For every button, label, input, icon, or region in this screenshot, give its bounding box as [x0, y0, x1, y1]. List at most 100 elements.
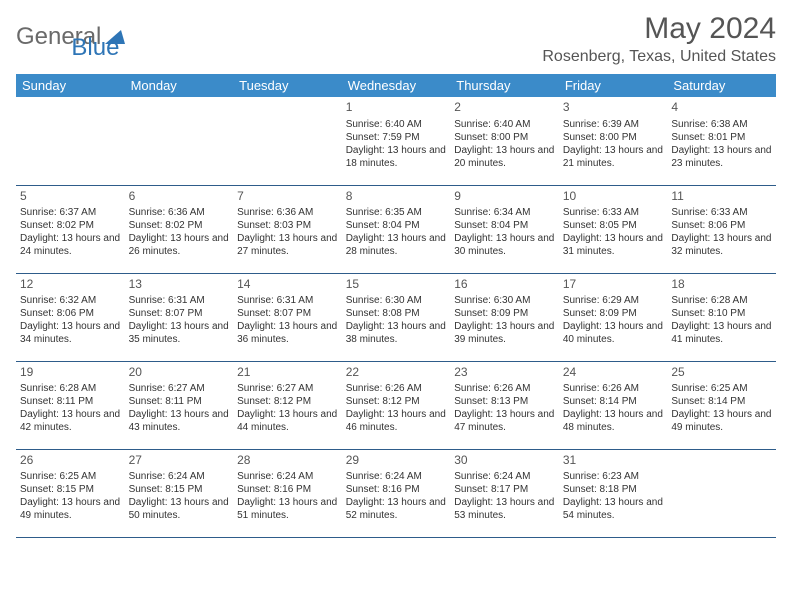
sunset-line: Sunset: 8:11 PM	[20, 395, 121, 408]
sunset-line: Sunset: 8:07 PM	[237, 307, 338, 320]
day-number: 6	[129, 189, 230, 205]
daylight-line: Daylight: 13 hours and 23 minutes.	[671, 144, 772, 170]
sunrise-line: Sunrise: 6:25 AM	[671, 382, 772, 395]
daylight-line: Daylight: 13 hours and 54 minutes.	[563, 496, 664, 522]
calendar-cell: 3Sunrise: 6:39 AMSunset: 8:00 PMDaylight…	[559, 97, 668, 185]
calendar-row: 12Sunrise: 6:32 AMSunset: 8:06 PMDayligh…	[16, 273, 776, 361]
sunset-line: Sunset: 8:09 PM	[563, 307, 664, 320]
calendar-cell: 1Sunrise: 6:40 AMSunset: 7:59 PMDaylight…	[342, 97, 451, 185]
calendar-cell: 25Sunrise: 6:25 AMSunset: 8:14 PMDayligh…	[667, 361, 776, 449]
day-number: 21	[237, 365, 338, 381]
day-number: 29	[346, 453, 447, 469]
day-number: 9	[454, 189, 555, 205]
calendar-cell: 7Sunrise: 6:36 AMSunset: 8:03 PMDaylight…	[233, 185, 342, 273]
day-header: Saturday	[667, 74, 776, 97]
day-number: 4	[671, 100, 772, 116]
calendar-row: 1Sunrise: 6:40 AMSunset: 7:59 PMDaylight…	[16, 97, 776, 185]
calendar-body: 1Sunrise: 6:40 AMSunset: 7:59 PMDaylight…	[16, 97, 776, 537]
sunrise-line: Sunrise: 6:32 AM	[20, 294, 121, 307]
day-number: 10	[563, 189, 664, 205]
day-number: 5	[20, 189, 121, 205]
calendar-cell: 20Sunrise: 6:27 AMSunset: 8:11 PMDayligh…	[125, 361, 234, 449]
sunset-line: Sunset: 8:10 PM	[671, 307, 772, 320]
month-title: May 2024	[542, 12, 776, 46]
sunset-line: Sunset: 8:12 PM	[346, 395, 447, 408]
sunrise-line: Sunrise: 6:40 AM	[454, 118, 555, 131]
calendar-cell: 22Sunrise: 6:26 AMSunset: 8:12 PMDayligh…	[342, 361, 451, 449]
day-number: 12	[20, 277, 121, 293]
daylight-line: Daylight: 13 hours and 40 minutes.	[563, 320, 664, 346]
page-header: General Blue May 2024 Rosenberg, Texas, …	[16, 12, 776, 66]
daylight-line: Daylight: 13 hours and 39 minutes.	[454, 320, 555, 346]
calendar-cell: 23Sunrise: 6:26 AMSunset: 8:13 PMDayligh…	[450, 361, 559, 449]
day-number: 25	[671, 365, 772, 381]
day-number: 11	[671, 189, 772, 205]
location-text: Rosenberg, Texas, United States	[542, 48, 776, 66]
sunrise-line: Sunrise: 6:30 AM	[346, 294, 447, 307]
sunset-line: Sunset: 8:09 PM	[454, 307, 555, 320]
daylight-line: Daylight: 13 hours and 31 minutes.	[563, 232, 664, 258]
sunrise-line: Sunrise: 6:34 AM	[454, 206, 555, 219]
day-number: 23	[454, 365, 555, 381]
sunset-line: Sunset: 8:14 PM	[563, 395, 664, 408]
sunset-line: Sunset: 8:00 PM	[563, 131, 664, 144]
sunset-line: Sunset: 8:13 PM	[454, 395, 555, 408]
sunrise-line: Sunrise: 6:26 AM	[454, 382, 555, 395]
day-number: 13	[129, 277, 230, 293]
day-number: 16	[454, 277, 555, 293]
sunset-line: Sunset: 8:04 PM	[346, 219, 447, 232]
calendar-cell: 30Sunrise: 6:24 AMSunset: 8:17 PMDayligh…	[450, 449, 559, 537]
title-block: May 2024 Rosenberg, Texas, United States	[542, 12, 776, 66]
daylight-line: Daylight: 13 hours and 47 minutes.	[454, 408, 555, 434]
calendar-cell	[125, 97, 234, 185]
brand-text-2: Blue	[71, 34, 119, 62]
day-number: 2	[454, 100, 555, 116]
daylight-line: Daylight: 13 hours and 35 minutes.	[129, 320, 230, 346]
sunrise-line: Sunrise: 6:38 AM	[671, 118, 772, 131]
daylight-line: Daylight: 13 hours and 46 minutes.	[346, 408, 447, 434]
calendar-cell: 24Sunrise: 6:26 AMSunset: 8:14 PMDayligh…	[559, 361, 668, 449]
sunset-line: Sunset: 8:06 PM	[20, 307, 121, 320]
daylight-line: Daylight: 13 hours and 52 minutes.	[346, 496, 447, 522]
sunrise-line: Sunrise: 6:37 AM	[20, 206, 121, 219]
daylight-line: Daylight: 13 hours and 34 minutes.	[20, 320, 121, 346]
calendar-cell: 2Sunrise: 6:40 AMSunset: 8:00 PMDaylight…	[450, 97, 559, 185]
sunset-line: Sunset: 8:02 PM	[129, 219, 230, 232]
calendar-cell: 4Sunrise: 6:38 AMSunset: 8:01 PMDaylight…	[667, 97, 776, 185]
day-number: 31	[563, 453, 664, 469]
sunrise-line: Sunrise: 6:39 AM	[563, 118, 664, 131]
calendar-cell: 16Sunrise: 6:30 AMSunset: 8:09 PMDayligh…	[450, 273, 559, 361]
daylight-line: Daylight: 13 hours and 41 minutes.	[671, 320, 772, 346]
sunset-line: Sunset: 8:05 PM	[563, 219, 664, 232]
calendar-row: 26Sunrise: 6:25 AMSunset: 8:15 PMDayligh…	[16, 449, 776, 537]
daylight-line: Daylight: 13 hours and 30 minutes.	[454, 232, 555, 258]
sunrise-line: Sunrise: 6:33 AM	[671, 206, 772, 219]
calendar-cell: 29Sunrise: 6:24 AMSunset: 8:16 PMDayligh…	[342, 449, 451, 537]
calendar-cell: 5Sunrise: 6:37 AMSunset: 8:02 PMDaylight…	[16, 185, 125, 273]
sunrise-line: Sunrise: 6:24 AM	[346, 470, 447, 483]
daylight-line: Daylight: 13 hours and 32 minutes.	[671, 232, 772, 258]
daylight-line: Daylight: 13 hours and 27 minutes.	[237, 232, 338, 258]
sunrise-line: Sunrise: 6:26 AM	[346, 382, 447, 395]
sunrise-line: Sunrise: 6:23 AM	[563, 470, 664, 483]
day-number: 26	[20, 453, 121, 469]
day-number: 22	[346, 365, 447, 381]
sunrise-line: Sunrise: 6:25 AM	[20, 470, 121, 483]
daylight-line: Daylight: 13 hours and 50 minutes.	[129, 496, 230, 522]
sunrise-line: Sunrise: 6:31 AM	[129, 294, 230, 307]
day-number: 8	[346, 189, 447, 205]
sunrise-line: Sunrise: 6:27 AM	[237, 382, 338, 395]
sunrise-line: Sunrise: 6:31 AM	[237, 294, 338, 307]
daylight-line: Daylight: 13 hours and 24 minutes.	[20, 232, 121, 258]
day-number: 1	[346, 100, 447, 116]
sunset-line: Sunset: 8:15 PM	[129, 483, 230, 496]
sunset-line: Sunset: 8:17 PM	[454, 483, 555, 496]
daylight-line: Daylight: 13 hours and 38 minutes.	[346, 320, 447, 346]
day-number: 15	[346, 277, 447, 293]
daylight-line: Daylight: 13 hours and 53 minutes.	[454, 496, 555, 522]
calendar-cell: 17Sunrise: 6:29 AMSunset: 8:09 PMDayligh…	[559, 273, 668, 361]
daylight-line: Daylight: 13 hours and 21 minutes.	[563, 144, 664, 170]
sunrise-line: Sunrise: 6:24 AM	[237, 470, 338, 483]
sunset-line: Sunset: 8:16 PM	[237, 483, 338, 496]
calendar-cell: 21Sunrise: 6:27 AMSunset: 8:12 PMDayligh…	[233, 361, 342, 449]
